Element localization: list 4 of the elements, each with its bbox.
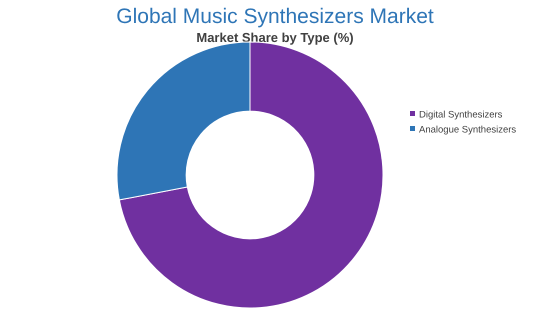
chart-title: Global Music Synthesizers Market (116, 5, 434, 28)
legend-label: Analogue Synthesizers (419, 124, 516, 136)
chart-subtitle: Market Share by Type (%) (196, 30, 354, 45)
legend-label: Digital Synthesizers (419, 110, 503, 121)
